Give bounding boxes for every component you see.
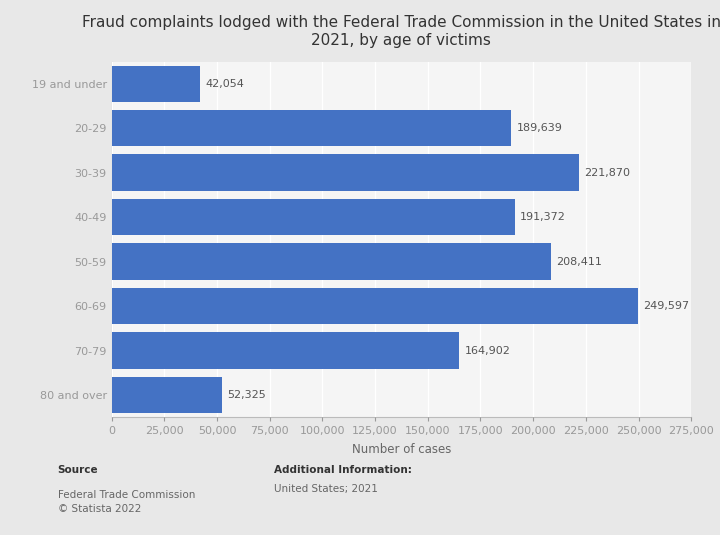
Bar — [112, 332, 459, 369]
Text: 249,597: 249,597 — [643, 301, 689, 311]
Text: 191,372: 191,372 — [521, 212, 566, 222]
Bar — [112, 243, 551, 280]
Text: 42,054: 42,054 — [205, 79, 244, 89]
Text: 208,411: 208,411 — [556, 257, 602, 266]
X-axis label: Number of cases: Number of cases — [351, 444, 451, 456]
Title: Fraud complaints lodged with the Federal Trade Commission in the United States i: Fraud complaints lodged with the Federal… — [82, 16, 720, 48]
Bar — [112, 328, 691, 373]
Bar — [112, 239, 691, 284]
Bar — [112, 199, 515, 235]
Text: 189,639: 189,639 — [516, 123, 562, 133]
Text: Additional Information:: Additional Information: — [274, 465, 411, 476]
Text: United States; 2021: United States; 2021 — [274, 484, 377, 494]
Text: 221,870: 221,870 — [585, 167, 631, 178]
Bar — [112, 150, 691, 195]
Bar — [112, 110, 511, 147]
Text: Federal Trade Commission
© Statista 2022: Federal Trade Commission © Statista 2022 — [58, 490, 195, 514]
Bar — [112, 284, 691, 328]
Bar — [112, 155, 579, 191]
Bar — [112, 195, 691, 240]
Bar — [112, 373, 691, 417]
Bar — [112, 377, 222, 414]
Bar — [112, 288, 638, 324]
Bar — [112, 106, 691, 150]
Bar — [112, 62, 691, 106]
Text: 52,325: 52,325 — [227, 390, 266, 400]
Text: 164,902: 164,902 — [464, 346, 510, 356]
Bar — [112, 65, 200, 102]
Text: Source: Source — [58, 465, 98, 476]
